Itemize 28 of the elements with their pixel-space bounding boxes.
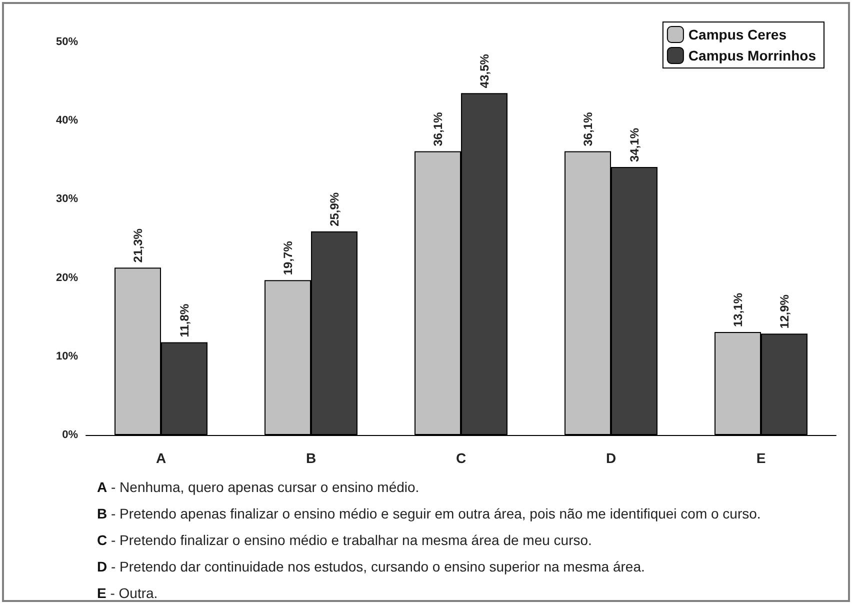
data-label: 25,9%	[327, 192, 342, 226]
y-tick-label: 20%	[56, 272, 78, 284]
y-tick-label: 10%	[56, 350, 78, 362]
data-label: 34,1%	[627, 128, 642, 162]
x-tick-label: D	[606, 450, 616, 466]
text: D - Pretendo dar continuidade nos estudos, cursando o ensino superior na mesma área.	[97, 558, 645, 574]
legend-label: Campus Morrinhos	[688, 48, 816, 64]
data-label: 21,3%	[130, 228, 145, 263]
text: C - Pretendo finalizar o ensino médio e trabalhar na mesma área de meu curso.	[97, 532, 592, 548]
y-tick-label: 0%	[62, 429, 78, 441]
data-label: 19,7%	[280, 240, 295, 276]
x-tick-label: B	[306, 450, 316, 466]
data-label: 13,1%	[730, 292, 745, 328]
legend-label: Campus Ceres	[688, 26, 787, 42]
text: B - Pretendo apenas finalizar o ensino médio e seguir em outra área, pois não me identifiquei com o curso.	[97, 506, 761, 522]
y-tick-label: 40%	[56, 114, 78, 127]
data-label: 11,8%	[177, 304, 192, 338]
data-label: 36,1%	[580, 112, 595, 146]
y-tick-label: 30%	[56, 193, 78, 206]
x-tick-label: E	[756, 450, 766, 466]
x-tick-label: A	[156, 450, 166, 466]
data-label: 43,5%	[477, 54, 492, 88]
data-label: 36,1%	[430, 112, 445, 146]
x-tick-label: C	[456, 450, 466, 466]
text: A - Nenhuma, quero apenas cursar o ensino médio.	[97, 479, 420, 495]
data-label: 12,9%	[777, 294, 792, 329]
text: E - Outra.	[97, 585, 158, 601]
y-tick-label: 50%	[56, 36, 78, 48]
